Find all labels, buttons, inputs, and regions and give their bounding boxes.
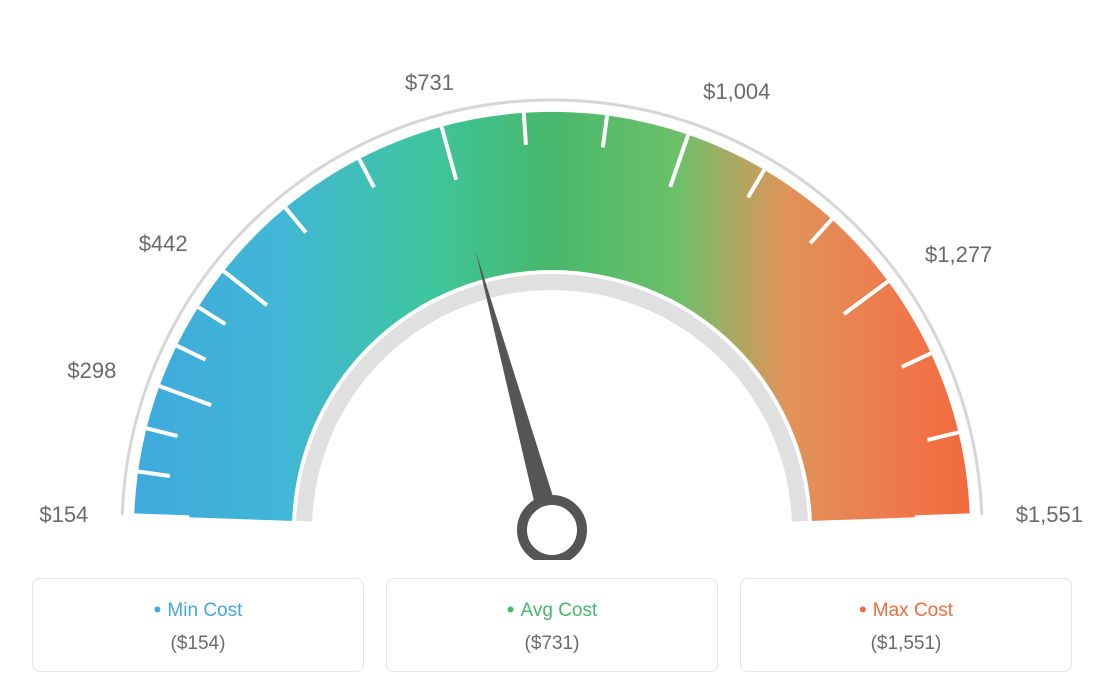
gauge-tick-label: $1,551 (1016, 502, 1083, 528)
gauge-tick-label: $298 (67, 358, 116, 384)
legend-avg-value: ($731) (397, 633, 707, 655)
cost-gauge: $154 $298 $442 $731 $1,004 $1,277 $1,551 (20, 20, 1084, 560)
gauge-tick-label: $442 (139, 231, 188, 257)
gauge-tick-label: $1,004 (703, 79, 770, 105)
gauge-svg (20, 20, 1084, 560)
legend-row: Min Cost ($154) Avg Cost ($731) Max Cost… (32, 578, 1072, 672)
legend-max-title: Max Cost (751, 597, 1061, 623)
legend-min-value: ($154) (43, 633, 353, 655)
legend-min-title: Min Cost (43, 597, 353, 623)
gauge-tick-label: $154 (39, 502, 88, 528)
legend-max-value: ($1,551) (751, 633, 1061, 655)
gauge-tick-label: $1,277 (925, 242, 992, 268)
legend-avg-title: Avg Cost (397, 597, 707, 623)
legend-max: Max Cost ($1,551) (740, 578, 1072, 672)
gauge-tick-label: $731 (399, 70, 459, 96)
legend-min: Min Cost ($154) (32, 578, 364, 672)
legend-avg: Avg Cost ($731) (386, 578, 718, 672)
